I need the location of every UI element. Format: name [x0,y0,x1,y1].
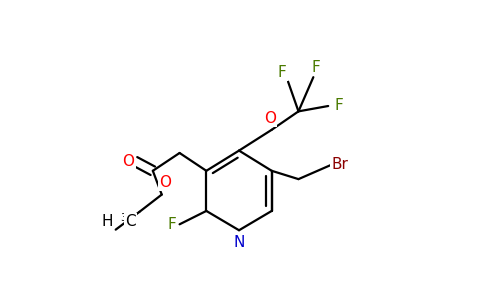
Text: O: O [264,111,276,126]
Text: Br: Br [331,157,348,172]
Text: O: O [159,175,171,190]
Text: F: F [278,64,287,80]
Text: F: F [168,217,177,232]
Text: H: H [101,214,113,229]
Text: C: C [125,214,136,229]
Text: O: O [122,154,135,169]
Text: F: F [334,98,343,113]
Text: F: F [312,60,321,75]
Text: 3: 3 [120,213,127,223]
Text: N: N [233,235,245,250]
